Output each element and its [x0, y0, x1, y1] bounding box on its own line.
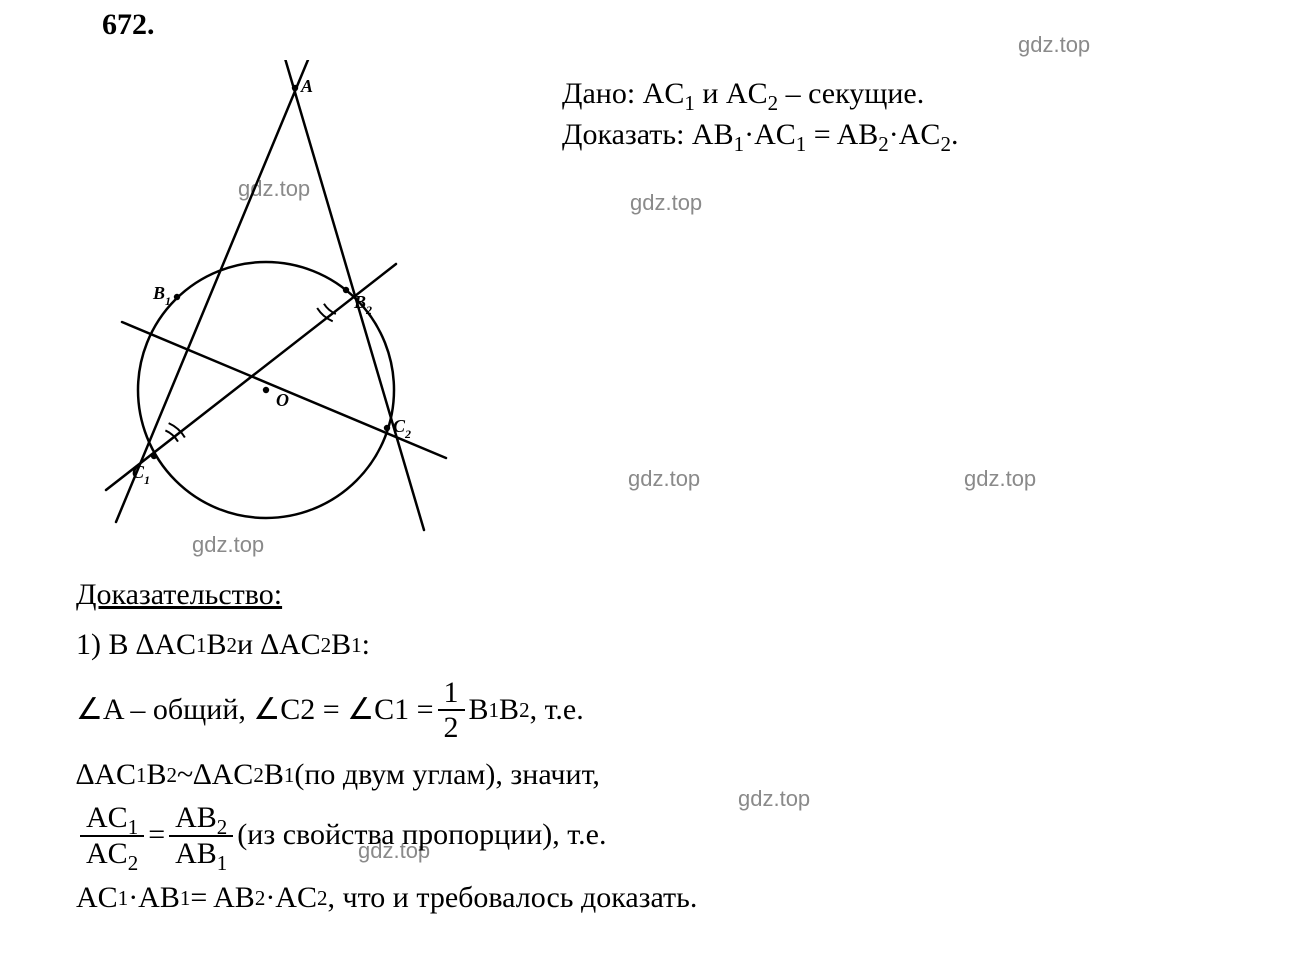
t: = AB	[190, 875, 254, 922]
frac-den: AB1	[169, 835, 233, 870]
prove-line: Доказать: AB1·AC1 = AB2·AC2.	[562, 115, 958, 156]
sub: 2	[940, 132, 951, 156]
t: ∠A – общий, ∠C2 = ∠C1 =	[76, 687, 434, 734]
svg-text:O: O	[276, 390, 289, 410]
sub: 1	[796, 132, 807, 156]
svg-text:C1: C1	[132, 462, 150, 487]
page: 672. gdz.top gdz.top gdz.top gdz.top gdz…	[0, 0, 1316, 962]
prove-text: AB	[692, 118, 734, 151]
given-text: – секущие.	[778, 77, 924, 110]
t: AC	[86, 837, 128, 870]
frac-num: AC1	[80, 802, 144, 835]
t: B	[331, 622, 351, 669]
prove-text: AB	[837, 118, 879, 151]
t: 1) В ∆AC	[76, 622, 196, 669]
frac-num: AB2	[169, 802, 233, 835]
proof-heading: Доказательство:	[76, 578, 282, 612]
t: ∆AC	[76, 752, 136, 799]
proof-line-5: AC1·AB1 = AB2·AC2, что и требовалось док…	[76, 875, 1076, 922]
sub: 2	[768, 91, 779, 115]
t: (по двум углам), значит,	[294, 752, 600, 799]
prove-text: .	[951, 118, 959, 151]
watermark: gdz.top	[964, 466, 1036, 492]
given-block: Дано: AC1 и AC2 – секущие. Доказать: AB1…	[562, 74, 958, 155]
fraction: AC1 AC2	[80, 802, 144, 869]
t: AB	[175, 837, 217, 870]
sub: 2	[128, 851, 139, 875]
t: B	[207, 622, 227, 669]
prove-text: ·	[744, 118, 754, 151]
t: AB	[175, 801, 217, 834]
svg-text:B1: B1	[152, 283, 171, 308]
prove-text: AC	[899, 118, 941, 151]
t: B	[147, 752, 167, 799]
sub: 2	[878, 132, 889, 156]
prove-text: AC	[754, 118, 796, 151]
proof-body: 1) В ∆AC1B2 и ∆AC2B1: ∠A – общий, ∠C2 = …	[76, 622, 1076, 922]
sub: 1	[734, 132, 745, 156]
sub: 1	[684, 91, 695, 115]
t: ·AB	[128, 875, 180, 922]
proof-line-1: 1) В ∆AC1B2 и ∆AC2B1:	[76, 622, 1076, 669]
t: , т.е.	[530, 687, 584, 734]
t: ~∆AC	[177, 752, 253, 799]
prove-text: ·	[889, 118, 899, 151]
t: , что и требовалось доказать.	[327, 875, 697, 922]
proof-line-4: AC1 AC2 = AB2 AB1 (из свойства пропорции…	[76, 802, 1076, 869]
watermark: gdz.top	[628, 466, 700, 492]
t: (из свойства пропорции), т.е.	[237, 812, 606, 859]
frac-num: 1	[438, 677, 465, 710]
given-label: Дано:	[562, 77, 643, 110]
proof-line-3: ∆AC1B2~∆AC2B1 (по двум углам), значит,	[76, 752, 1076, 799]
figure-svg: OAB1B2C1C2	[70, 60, 470, 540]
proof-line-2: ∠A – общий, ∠C2 = ∠C1 = 1 2 B1B2, т.е.	[76, 677, 1076, 744]
fraction: 1 2	[438, 677, 465, 744]
t: AC	[86, 801, 128, 834]
prove-label: Доказать:	[562, 118, 692, 151]
t: :	[362, 622, 370, 669]
geometry-figure: OAB1B2C1C2	[70, 60, 470, 540]
prove-text: =	[806, 118, 836, 151]
sub: 1	[217, 851, 228, 875]
t: ·AC	[265, 875, 317, 922]
svg-text:B2: B2	[353, 292, 372, 317]
given-text: и AC	[695, 77, 768, 110]
t: AC	[76, 875, 118, 922]
given-line: Дано: AC1 и AC2 – секущие.	[562, 74, 958, 115]
frac-den: 2	[438, 709, 465, 744]
fraction: AB2 AB1	[169, 802, 233, 869]
watermark: gdz.top	[630, 190, 702, 216]
watermark: gdz.top	[1018, 32, 1090, 58]
given-text: AC	[643, 77, 685, 110]
problem-number: 672.	[102, 8, 155, 42]
t: B	[264, 752, 284, 799]
svg-text:A: A	[300, 76, 313, 96]
t: =	[148, 812, 165, 859]
t: и ∆AC	[237, 622, 321, 669]
frac-den: AC2	[80, 835, 144, 870]
t: B	[499, 687, 519, 734]
t: B	[469, 687, 489, 734]
